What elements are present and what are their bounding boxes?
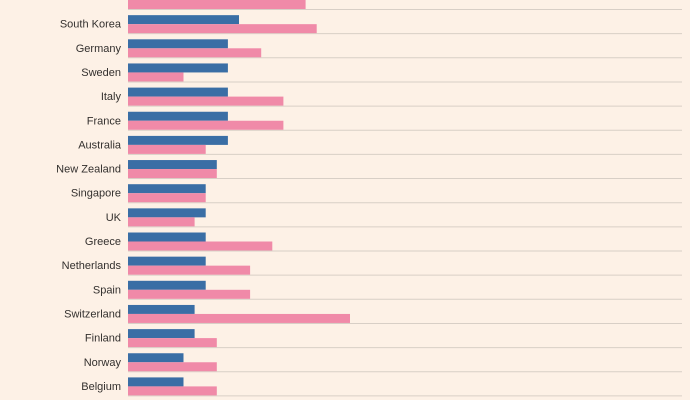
bar-series-2 <box>128 338 217 348</box>
bar-series-1 <box>128 232 206 242</box>
bar-series-1 <box>128 15 239 25</box>
bar-series-1 <box>128 63 228 73</box>
bar-series-2 <box>128 265 251 275</box>
category-label: Australia <box>78 139 122 151</box>
bar-series-2 <box>128 0 306 9</box>
category-label: Germany <box>76 43 122 55</box>
category-label: New Zealand <box>56 164 121 176</box>
category-label: France <box>87 115 121 127</box>
category-label: Greece <box>85 236 121 248</box>
bar-series-1 <box>128 39 228 49</box>
bar-series-2 <box>128 169 217 179</box>
bar-series-1 <box>128 280 206 290</box>
bar-series-1 <box>128 304 195 314</box>
category-label: South Korea <box>60 19 122 31</box>
category-label: UK <box>106 212 122 224</box>
bar-series-1 <box>128 329 195 339</box>
bar-series-2 <box>128 313 350 323</box>
bar-series-2 <box>128 72 184 82</box>
bar-series-1 <box>128 256 206 266</box>
bar-series-2 <box>128 96 284 106</box>
category-label: Singapore <box>71 188 121 200</box>
category-label: Belgium <box>81 381 121 393</box>
bar-series-2 <box>128 241 273 251</box>
bar-series-1 <box>128 377 184 387</box>
bar-series-2 <box>128 24 317 34</box>
bar-series-1 <box>128 353 184 363</box>
bar-series-2 <box>128 144 206 154</box>
category-label: Spain <box>93 284 121 296</box>
bar-series-2 <box>128 362 217 372</box>
bar-series-1 <box>128 111 228 121</box>
bar-series-1 <box>128 87 228 97</box>
category-label: Sweden <box>81 67 121 79</box>
category-label: Finland <box>85 333 121 345</box>
category-label: Netherlands <box>62 260 122 272</box>
bar-series-2 <box>128 120 284 130</box>
bar-series-1 <box>128 160 217 170</box>
bar-series-2 <box>128 48 262 58</box>
bar-series-1 <box>128 208 206 218</box>
bar-series-2 <box>128 386 217 396</box>
category-label: Switzerland <box>64 308 121 320</box>
bar-series-2 <box>128 193 206 203</box>
bar-series-2 <box>128 289 251 299</box>
category-label: Italy <box>101 91 122 103</box>
category-label: Norway <box>84 357 122 369</box>
bar-series-2 <box>128 217 195 227</box>
bar-series-1 <box>128 135 228 145</box>
bar-series-1 <box>128 184 206 194</box>
